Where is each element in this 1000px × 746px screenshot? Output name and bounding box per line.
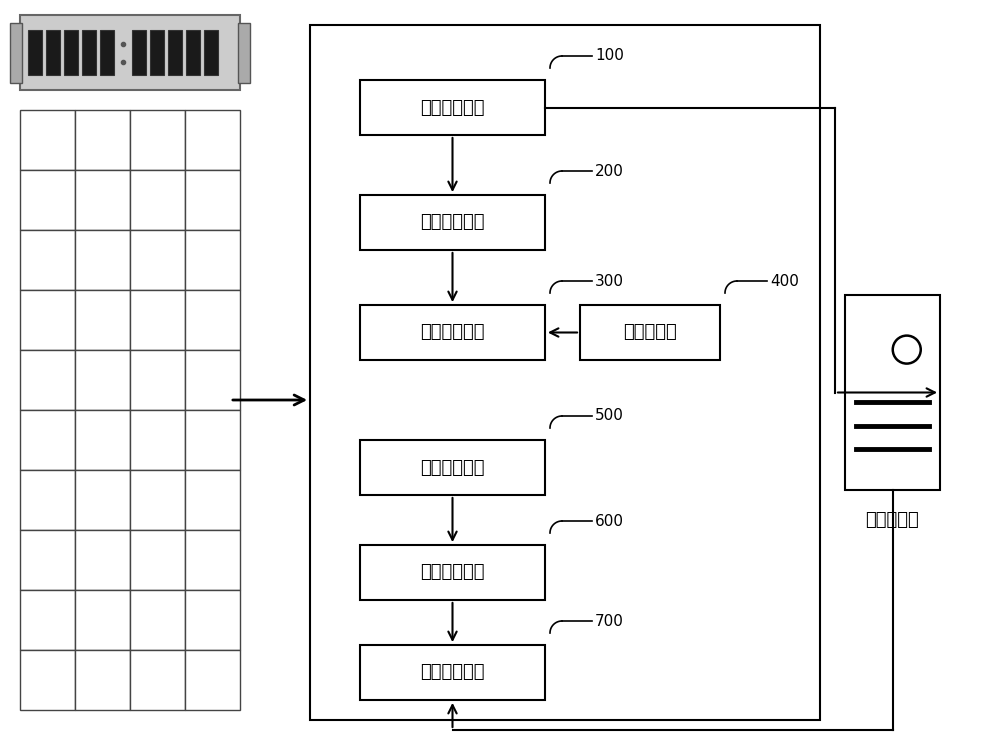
Bar bbox=[20, 590, 75, 650]
Bar bbox=[130, 530, 185, 590]
Bar bbox=[130, 350, 185, 410]
Bar bbox=[185, 110, 240, 170]
Bar bbox=[75, 650, 130, 710]
Text: 300: 300 bbox=[595, 274, 624, 289]
Bar bbox=[204, 30, 218, 75]
Bar bbox=[130, 590, 185, 650]
Bar bbox=[130, 410, 185, 470]
Bar bbox=[238, 22, 250, 83]
Bar bbox=[130, 110, 185, 170]
Bar bbox=[132, 30, 146, 75]
Bar bbox=[360, 80, 545, 135]
Bar bbox=[64, 30, 78, 75]
Text: 区域服务器: 区域服务器 bbox=[866, 511, 919, 529]
Text: 600: 600 bbox=[595, 513, 624, 528]
Text: 200: 200 bbox=[595, 163, 624, 178]
Bar bbox=[82, 30, 96, 75]
Bar bbox=[75, 470, 130, 530]
Bar bbox=[75, 170, 130, 230]
Text: 射频读取模块: 射频读取模块 bbox=[420, 563, 485, 581]
Bar bbox=[20, 410, 75, 470]
Text: 700: 700 bbox=[595, 613, 624, 628]
Bar bbox=[360, 440, 545, 495]
Bar bbox=[46, 30, 60, 75]
Bar bbox=[20, 15, 240, 90]
Bar bbox=[360, 195, 545, 250]
Bar bbox=[130, 650, 185, 710]
Bar bbox=[185, 410, 240, 470]
Bar bbox=[845, 295, 940, 490]
Bar bbox=[168, 30, 182, 75]
Bar bbox=[75, 530, 130, 590]
Bar bbox=[185, 530, 240, 590]
Bar bbox=[130, 290, 185, 350]
Bar bbox=[75, 110, 130, 170]
Bar bbox=[10, 22, 22, 83]
Bar bbox=[360, 305, 545, 360]
Bar bbox=[20, 110, 75, 170]
Bar bbox=[310, 25, 820, 720]
Bar bbox=[185, 230, 240, 290]
Text: 计时器模块: 计时器模块 bbox=[623, 324, 677, 342]
Bar bbox=[186, 30, 200, 75]
Bar bbox=[75, 230, 130, 290]
Bar bbox=[20, 230, 75, 290]
Bar bbox=[75, 410, 130, 470]
Bar bbox=[75, 350, 130, 410]
Bar bbox=[28, 30, 42, 75]
Bar bbox=[185, 470, 240, 530]
Text: 告警检测模块: 告警检测模块 bbox=[420, 459, 485, 477]
Bar bbox=[130, 470, 185, 530]
Text: 100: 100 bbox=[595, 48, 624, 63]
Text: 告警检测模块: 告警检测模块 bbox=[420, 324, 485, 342]
Bar bbox=[75, 590, 130, 650]
Text: 400: 400 bbox=[770, 274, 799, 289]
Bar bbox=[20, 650, 75, 710]
Bar bbox=[130, 170, 185, 230]
Bar bbox=[75, 290, 130, 350]
Bar bbox=[20, 290, 75, 350]
Bar bbox=[20, 470, 75, 530]
Bar bbox=[360, 645, 545, 700]
Bar bbox=[360, 545, 545, 600]
Bar bbox=[185, 350, 240, 410]
Bar bbox=[20, 350, 75, 410]
Bar bbox=[130, 230, 185, 290]
Text: 接口绑定模块: 接口绑定模块 bbox=[420, 213, 485, 231]
Bar bbox=[185, 290, 240, 350]
Text: 信息绑定模块: 信息绑定模块 bbox=[420, 98, 485, 116]
Bar bbox=[185, 590, 240, 650]
Bar bbox=[20, 530, 75, 590]
Text: 500: 500 bbox=[595, 409, 624, 424]
Text: 信息匹配模块: 信息匹配模块 bbox=[420, 663, 485, 682]
Bar bbox=[185, 650, 240, 710]
Bar bbox=[100, 30, 114, 75]
Bar bbox=[150, 30, 164, 75]
Bar bbox=[185, 170, 240, 230]
Bar bbox=[580, 305, 720, 360]
Bar bbox=[20, 170, 75, 230]
